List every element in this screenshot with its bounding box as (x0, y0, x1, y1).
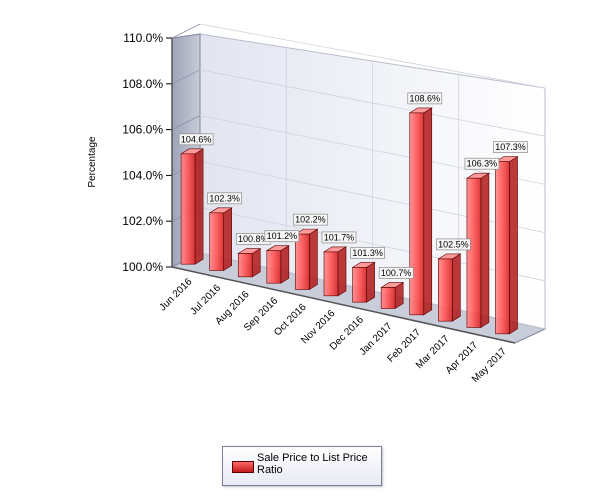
data-label-11: 107.3% (493, 141, 528, 154)
data-label-box (493, 141, 528, 154)
data-label-0: 104.6% (178, 133, 214, 146)
bar-side (337, 246, 347, 297)
bar-5 (322, 246, 348, 297)
bar-side (480, 172, 490, 329)
bar-1 (208, 207, 233, 272)
bar-0 (180, 148, 205, 265)
y-tick-label: 108.0% (122, 77, 163, 91)
data-label-3: 101.2% (264, 230, 300, 243)
data-label-5: 101.7% (321, 231, 357, 244)
bar-side (452, 253, 461, 322)
data-label-box (178, 133, 214, 146)
data-label-box (321, 231, 357, 244)
bar-side (509, 156, 518, 335)
bar-side (423, 107, 433, 316)
back-grid-line (199, 23, 546, 89)
x-axis-line (171, 266, 516, 344)
bar-front (466, 177, 482, 328)
bar-6 (351, 261, 376, 303)
data-label-box (378, 267, 414, 279)
data-label-text: 100.8% (238, 234, 269, 244)
bar-front (180, 153, 196, 265)
bar-2 (237, 247, 262, 278)
bar-front (237, 253, 253, 278)
data-label-text: 102.5% (438, 239, 469, 249)
legend-swatch (232, 461, 254, 473)
bar-7 (380, 281, 405, 310)
data-label-text: 101.7% (324, 232, 355, 242)
data-label-text: 101.3% (352, 248, 383, 258)
bar-4 (294, 228, 319, 291)
data-label-box (464, 157, 500, 170)
data-label-1: 102.3% (207, 192, 243, 205)
bar-side (194, 148, 204, 265)
bar-side (366, 261, 375, 303)
data-label-4: 102.2% (293, 213, 328, 226)
bar-side (309, 228, 318, 291)
data-label-box (264, 230, 300, 243)
bar-3 (265, 245, 290, 284)
bar-9 (437, 253, 462, 322)
y-tick-label: 110.0% (123, 31, 163, 45)
y-axis-title: Percentage (87, 136, 98, 188)
bar-front (380, 287, 396, 309)
data-label-text: 104.6% (181, 134, 212, 144)
data-label-9: 102.5% (435, 238, 471, 251)
legend: Sale Price to List Price Ratio (222, 446, 382, 486)
y-tick-label: 102.0% (122, 214, 163, 228)
data-label-text: 102.2% (295, 215, 326, 225)
side-grid-line (171, 115, 201, 130)
data-label-text: 102.3% (209, 193, 240, 203)
bar-front (409, 112, 425, 316)
data-label-text: 101.2% (267, 231, 298, 241)
data-label-box (350, 247, 385, 259)
y-tick-label: 106.0% (122, 123, 163, 137)
bar-front (495, 161, 510, 335)
data-label-text: 107.3% (495, 142, 526, 152)
data-label-text: 106.3% (467, 159, 498, 169)
bar-side (280, 245, 290, 284)
bar-front (295, 233, 310, 290)
bar-front (352, 267, 367, 303)
bar-front (323, 251, 339, 297)
data-label-box (293, 213, 328, 226)
data-label-text: 108.6% (409, 93, 440, 103)
data-label-7: 100.7% (378, 267, 414, 279)
bar-side (223, 207, 232, 272)
data-label-10: 106.3% (464, 157, 500, 170)
bar-front (438, 258, 453, 322)
data-label-text: 100.7% (381, 268, 412, 278)
y-tick-label: 100.0% (122, 260, 163, 274)
bar-11 (494, 156, 519, 335)
data-label-box (435, 238, 471, 251)
bar-10 (465, 172, 490, 329)
data-label-6: 101.3% (350, 247, 385, 259)
data-label-8: 108.6% (407, 92, 443, 105)
bar-front (266, 250, 282, 284)
legend-label: Sale Price to List Price Ratio (257, 452, 368, 476)
y-tick-label: 104.0% (122, 168, 163, 182)
side-grid-line (171, 23, 201, 39)
data-label-box (207, 192, 243, 205)
data-label-box (407, 92, 443, 105)
bar-front (209, 212, 224, 271)
bar-8 (408, 107, 433, 316)
side-grid-line (171, 69, 201, 85)
x-tick-label: Jul 2016 (188, 283, 223, 318)
